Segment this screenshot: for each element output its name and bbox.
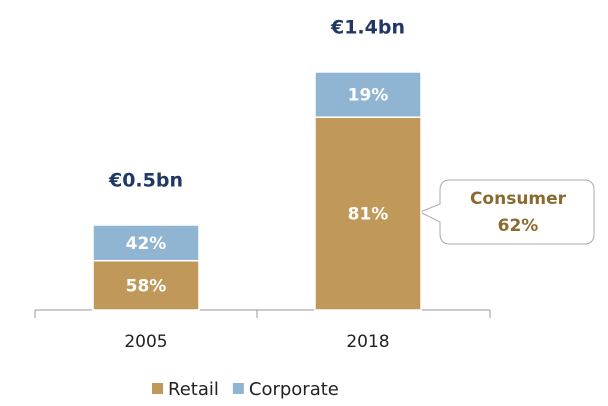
legend-swatch (152, 383, 163, 394)
bar-segment (92, 224, 200, 262)
total-label: €0.5bn (108, 170, 183, 192)
bar-segment (314, 116, 422, 311)
bar-segment (314, 71, 422, 118)
legend-label: Retail (168, 379, 219, 400)
x-tick-label: 2005 (124, 332, 167, 352)
bar-segment (92, 259, 200, 311)
segment-label: 19% (348, 86, 389, 106)
x-tick-label: 2018 (346, 332, 389, 352)
annotation-value: 62% (498, 216, 539, 236)
segment-label: 81% (348, 205, 389, 225)
segment-label: 58% (126, 276, 167, 296)
legend-swatch (232, 383, 244, 394)
annotation-title: Consumer (470, 189, 567, 209)
callout (418, 179, 595, 245)
total-label: €1.4bn (330, 17, 405, 39)
legend-label: Corporate (249, 379, 339, 400)
segment-label: 42% (126, 234, 167, 254)
